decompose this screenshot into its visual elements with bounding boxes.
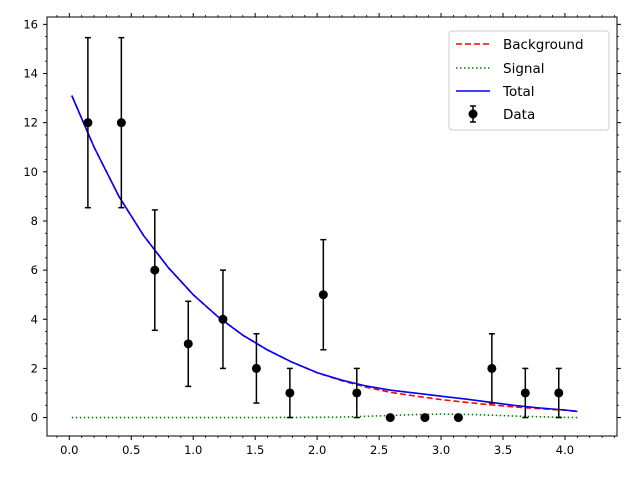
- series-layer: [71, 36, 578, 423]
- axes-frame: [46, 16, 618, 437]
- data-point: [420, 413, 430, 423]
- x-axis-ticks: 0.0 0.5 1.0 1.5 2.0 2.5 3.0 3.5 4.0: [56, 13, 615, 457]
- x-tick-label: 4.0: [556, 443, 574, 457]
- data-point: [251, 363, 261, 373]
- legend-background-label: Background: [503, 37, 584, 53]
- x-tick-label: 1.0: [184, 443, 202, 457]
- data-point: [453, 413, 463, 423]
- y-tick-label: 8: [31, 214, 38, 228]
- legend-box: [448, 30, 610, 131]
- data-point: [385, 413, 395, 423]
- x-tick-label: 0.0: [60, 443, 78, 457]
- y-tick-label: 14: [23, 67, 38, 81]
- x-tick-label: 0.5: [122, 443, 140, 457]
- data-point: [116, 118, 126, 128]
- data-point: [352, 388, 362, 398]
- x-tick-label: 1.5: [246, 443, 264, 457]
- data-point: [83, 118, 93, 128]
- series-line-total: [71, 95, 578, 413]
- series-line-signal: [71, 413, 578, 419]
- data-point: [554, 388, 564, 398]
- legend-data-marker: [468, 109, 478, 119]
- y-tick-label: 0: [31, 411, 38, 425]
- legend-data-label: Data: [503, 107, 535, 123]
- y-tick-label: 10: [23, 165, 38, 179]
- legend-total-label: Total: [502, 84, 535, 100]
- data-point: [520, 388, 530, 398]
- y-axis-ticks: 0 2 4 6 8 10 12 14 16: [23, 17, 621, 425]
- series-line-background: [71, 95, 578, 413]
- y-tick-label: 16: [23, 17, 38, 31]
- x-tick-label: 2.0: [308, 443, 326, 457]
- x-tick-label: 3.0: [432, 443, 450, 457]
- y-tick-label: 4: [31, 312, 38, 326]
- x-tick-label: 3.5: [494, 443, 512, 457]
- y-tick-label: 12: [23, 116, 38, 130]
- data-point: [318, 290, 328, 300]
- y-tick-label: 2: [31, 361, 38, 375]
- legend: Background Signal Total Data: [448, 30, 610, 131]
- y-tick-label: 6: [31, 263, 38, 277]
- data-point: [487, 363, 497, 373]
- data-point: [183, 339, 193, 349]
- x-tick-label: 2.5: [370, 443, 388, 457]
- data-point: [285, 388, 295, 398]
- data-point: [150, 265, 160, 275]
- data-point: [218, 314, 228, 324]
- legend-signal-label: Signal: [503, 61, 544, 77]
